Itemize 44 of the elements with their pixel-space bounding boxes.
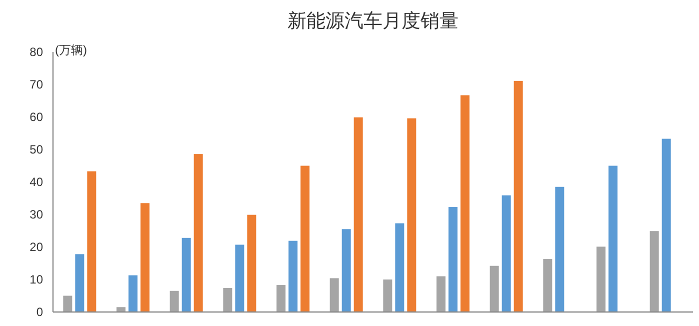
bar	[502, 195, 511, 312]
bar	[140, 203, 150, 312]
bar	[288, 240, 298, 312]
y-tick-label: 40	[30, 175, 44, 189]
bar	[170, 290, 179, 312]
bar	[63, 296, 72, 312]
bar	[330, 278, 339, 312]
bar	[247, 214, 256, 312]
y-tick-label: 20	[30, 240, 44, 254]
bar	[407, 118, 416, 312]
bar	[342, 229, 351, 312]
y-tick-label: 10	[30, 272, 44, 286]
bar	[354, 117, 363, 312]
bar	[608, 166, 618, 312]
bar	[235, 244, 244, 312]
bar	[128, 275, 138, 312]
bar	[662, 138, 671, 312]
bar	[436, 276, 446, 312]
bar	[223, 288, 232, 312]
y-axis-title: (万辆)	[55, 43, 87, 57]
bar	[182, 238, 191, 312]
chart-title: 新能源汽车月度销量	[288, 10, 458, 32]
bar	[194, 154, 203, 312]
bar	[650, 231, 659, 312]
bar	[514, 80, 523, 312]
bar	[383, 280, 392, 312]
bar	[555, 186, 564, 312]
bar	[543, 259, 552, 312]
bar	[276, 285, 286, 312]
bar	[116, 307, 126, 312]
y-tick-label: 50	[30, 142, 44, 156]
bar	[300, 166, 310, 312]
bar	[596, 246, 606, 312]
bar	[87, 171, 96, 312]
bar	[448, 207, 458, 312]
bar	[75, 254, 84, 312]
y-tick-label: 70	[30, 78, 44, 92]
bar	[460, 95, 470, 312]
bar	[395, 223, 404, 312]
y-tick-label: 60	[30, 110, 44, 124]
y-tick-label: 80	[30, 45, 44, 59]
y-tick-label: 30	[30, 208, 44, 222]
y-tick-label: 0	[36, 305, 44, 319]
bar	[490, 266, 499, 312]
